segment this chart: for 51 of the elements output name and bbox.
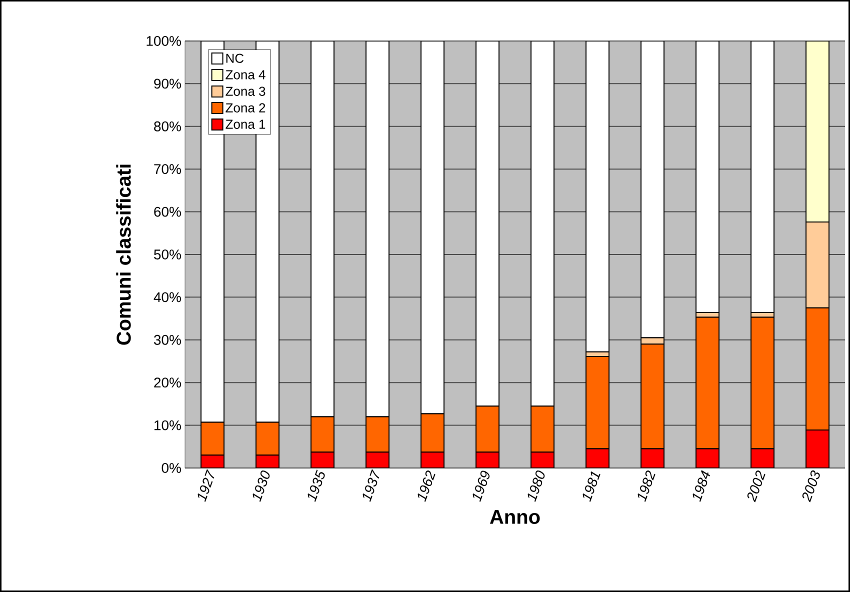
y-tick-label: 80% <box>154 121 181 132</box>
y-tick-label: 10% <box>154 420 181 430</box>
bar <box>310 452 335 468</box>
x-tick-label: 2003 <box>802 470 820 502</box>
bar <box>256 455 280 468</box>
y-tick-label: 40% <box>154 292 181 302</box>
legend-label: NC <box>226 54 244 63</box>
x-tick-label: 1962 <box>418 470 436 502</box>
x-axis-title: Anno <box>490 510 540 524</box>
y-tick-label: 100% <box>146 36 181 46</box>
y-tick-label: 0% <box>162 463 181 473</box>
bar <box>530 452 555 468</box>
bar <box>476 40 500 407</box>
x-tick-label: 1935 <box>308 470 325 502</box>
x-tick-label: 1981 <box>582 471 600 502</box>
x-tick-label: 1984 <box>692 470 710 502</box>
legend-label: Zona 2 <box>226 103 266 112</box>
bar <box>530 40 555 407</box>
bar <box>696 40 720 314</box>
x-tick-label: 1980 <box>528 470 545 502</box>
x-tick-label: 1930 <box>252 470 270 502</box>
y-tick-label: 30% <box>154 334 181 345</box>
legend-label: Zona 3 <box>226 86 266 96</box>
y-tick-label: 90% <box>154 78 181 89</box>
bar <box>750 40 775 314</box>
bar <box>640 40 665 338</box>
x-tick-label: 1937 <box>362 469 380 502</box>
legend-label: Zona 4 <box>226 70 266 80</box>
x-tick-label: 2002 <box>747 470 766 502</box>
y-tick-label: 50% <box>154 250 181 260</box>
bar <box>476 452 500 468</box>
bar <box>310 40 335 418</box>
bar <box>806 429 830 468</box>
bar <box>366 452 390 468</box>
bar <box>366 40 390 418</box>
bar <box>750 448 775 468</box>
y-axis-title: Comuni classificati <box>116 164 131 345</box>
y-tick-label: 20% <box>154 378 181 388</box>
x-tick-label: 1969 <box>472 470 490 502</box>
bar <box>420 452 445 468</box>
y-tick-label: 70% <box>154 164 181 174</box>
y-tick-label: 60% <box>154 206 181 217</box>
x-tick-label: 1927 <box>198 469 214 502</box>
bar <box>640 448 665 468</box>
bar <box>420 40 445 414</box>
bar <box>586 448 610 468</box>
legend-label: Zona 1 <box>226 120 266 129</box>
bar <box>201 455 224 468</box>
x-tick-label: 1982 <box>638 470 656 502</box>
bar <box>696 448 720 468</box>
bar <box>586 40 610 352</box>
